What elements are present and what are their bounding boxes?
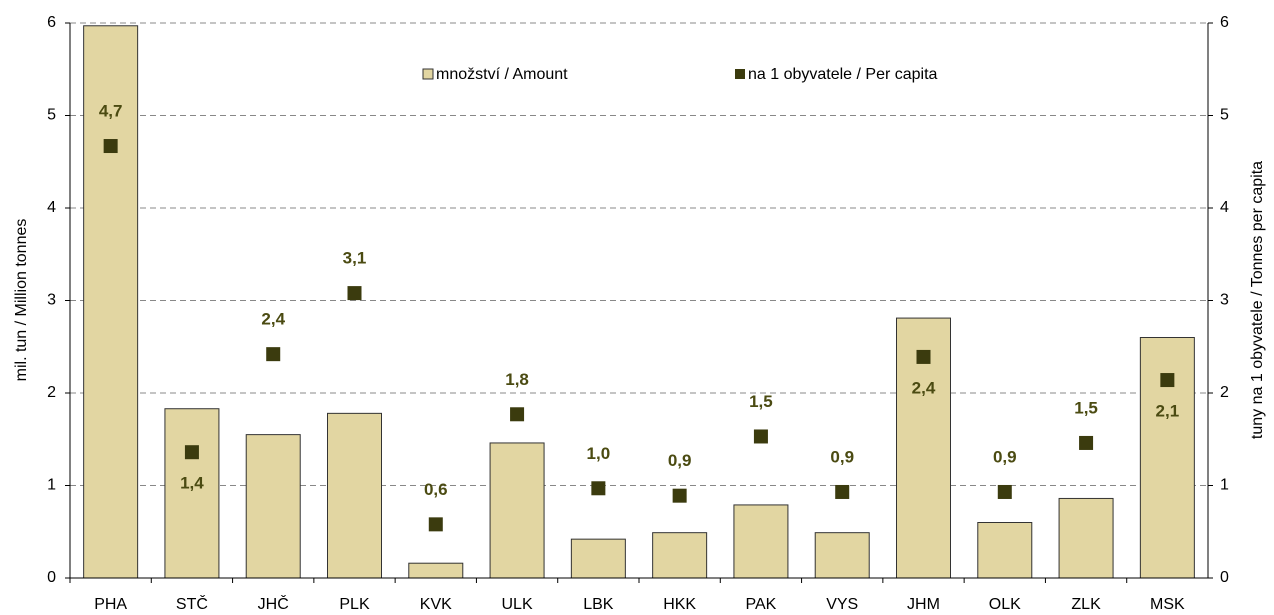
x-tick-label: ZLK bbox=[1071, 596, 1101, 613]
y2-tick-label: 0 bbox=[1220, 569, 1229, 586]
bar bbox=[164, 408, 220, 579]
x-tick-label: PLK bbox=[339, 596, 370, 613]
y2-axis-label: tuny na 1 obyvatele / Tonnes per capita bbox=[1249, 161, 1266, 439]
value-label: 1,4 bbox=[180, 474, 204, 493]
bar bbox=[245, 434, 301, 579]
value-label: 0,9 bbox=[668, 451, 692, 470]
value-label: 3,1 bbox=[343, 249, 367, 268]
marker bbox=[591, 481, 606, 496]
value-label: 0,9 bbox=[830, 447, 854, 466]
bar bbox=[489, 442, 545, 579]
y-tick-label: 4 bbox=[47, 199, 56, 216]
y2-tick-label: 6 bbox=[1220, 14, 1229, 31]
y2-tick-label: 2 bbox=[1220, 384, 1229, 401]
y2-tick-label: 1 bbox=[1220, 477, 1229, 494]
bar bbox=[327, 412, 382, 579]
marker bbox=[1160, 373, 1175, 388]
marker bbox=[266, 347, 281, 362]
legend-label: na 1 obyvatele / Per capita bbox=[748, 66, 938, 83]
value-label: 2,4 bbox=[261, 310, 285, 329]
bar bbox=[408, 562, 464, 579]
x-tick-label: PHA bbox=[94, 596, 127, 613]
bar bbox=[814, 532, 870, 579]
x-tick-label: STČ bbox=[176, 594, 208, 613]
value-label: 1,8 bbox=[505, 370, 529, 389]
legend-swatch bbox=[735, 69, 745, 79]
y-tick-label: 0 bbox=[47, 569, 56, 586]
x-tick-label: ULK bbox=[502, 596, 533, 613]
bar bbox=[570, 538, 626, 579]
marker bbox=[428, 517, 443, 532]
marker bbox=[672, 488, 687, 503]
value-label: 0,6 bbox=[424, 480, 448, 499]
y2-tick-label: 3 bbox=[1220, 292, 1229, 309]
bar bbox=[733, 504, 789, 579]
bar bbox=[83, 25, 139, 579]
value-label: 4,7 bbox=[99, 102, 123, 121]
value-label: 1,5 bbox=[1074, 398, 1098, 417]
x-tick-label: JHM bbox=[907, 596, 940, 613]
y-tick-label: 2 bbox=[47, 384, 56, 401]
bar bbox=[652, 532, 708, 579]
value-label: 0,9 bbox=[993, 447, 1017, 466]
marker bbox=[916, 349, 931, 364]
legend-swatch bbox=[422, 68, 434, 80]
x-tick-label: LBK bbox=[583, 596, 614, 613]
marker bbox=[347, 286, 362, 301]
marker bbox=[753, 429, 768, 444]
marker bbox=[510, 407, 525, 422]
legend-label: množství / Amount bbox=[436, 66, 568, 83]
y2-tick-label: 5 bbox=[1220, 107, 1229, 124]
value-label: 1,5 bbox=[749, 392, 773, 411]
marker bbox=[103, 139, 118, 154]
y2-tick-label: 4 bbox=[1220, 199, 1229, 216]
x-tick-label: PAK bbox=[746, 596, 777, 613]
bar bbox=[1058, 497, 1114, 579]
y-tick-label: 1 bbox=[47, 477, 56, 494]
y-axis-label: mil. tun / Million tonnes bbox=[13, 219, 30, 382]
marker bbox=[997, 484, 1012, 499]
value-label: 2,4 bbox=[912, 378, 936, 397]
x-tick-label: VYS bbox=[826, 596, 858, 613]
x-tick-label: JHČ bbox=[258, 594, 289, 613]
bar bbox=[977, 522, 1033, 579]
y-tick-label: 5 bbox=[47, 107, 56, 124]
y-tick-label: 3 bbox=[47, 292, 56, 309]
marker bbox=[184, 445, 199, 460]
value-label: 2,1 bbox=[1156, 402, 1180, 421]
x-tick-label: OLK bbox=[989, 596, 1021, 613]
marker bbox=[835, 484, 850, 499]
x-tick-label: KVK bbox=[420, 596, 452, 613]
x-tick-label: HKK bbox=[663, 596, 696, 613]
y-tick-label: 6 bbox=[47, 14, 56, 31]
value-label: 1,0 bbox=[587, 444, 611, 463]
x-tick-label: MSK bbox=[1150, 596, 1185, 613]
marker bbox=[1079, 435, 1094, 450]
